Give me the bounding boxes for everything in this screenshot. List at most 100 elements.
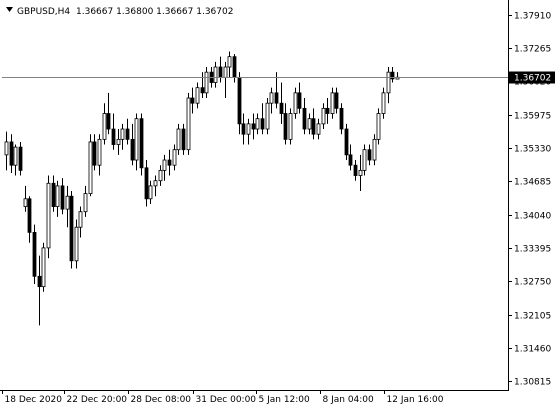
candle-body-bear	[344, 128, 349, 156]
candle-body-bull	[213, 66, 218, 83]
chart-header: GBPUSD,H4 1.36667 1.36800 1.36667 1.3670…	[6, 7, 233, 17]
candle-body-bull	[83, 193, 88, 213]
candle-body-bull	[269, 92, 274, 104]
candle	[246, 118, 251, 145]
candle-body-bear	[339, 107, 344, 130]
candle	[153, 175, 158, 197]
candle-body-bull	[246, 123, 251, 135]
price-tick-label: 1.35975	[514, 112, 551, 122]
candle	[255, 113, 260, 135]
candle-body-bull	[116, 138, 121, 145]
candle-body-bear	[9, 141, 14, 166]
candle-body-bull	[158, 169, 163, 182]
current-price-label-bg	[509, 71, 555, 84]
candle	[158, 165, 163, 186]
candle	[274, 72, 279, 109]
candle	[362, 144, 367, 176]
candle-body-bear	[367, 149, 372, 161]
candle-body-bear	[200, 87, 205, 94]
candle	[4, 131, 9, 171]
candle-body-bear	[69, 195, 74, 262]
candle-body-bear	[251, 123, 256, 130]
price-tick-label: 1.32105	[514, 312, 551, 322]
time-tick-label: 31 Dec 00:00	[196, 395, 257, 405]
time-tick-label: 5 Jan 12:00	[259, 395, 311, 405]
candle	[176, 123, 181, 155]
candle	[55, 180, 60, 217]
candle	[18, 141, 23, 176]
candle-body-bull	[204, 71, 209, 94]
candle-body-bear	[302, 107, 307, 130]
candle-body-bear	[311, 118, 316, 135]
candle-body-bull	[97, 138, 102, 166]
candle	[265, 98, 270, 135]
candle	[358, 154, 363, 192]
candle	[260, 103, 265, 135]
candle-body-bear	[279, 102, 284, 114]
candle	[78, 206, 83, 238]
candle-body-bear	[283, 113, 288, 140]
candle	[297, 82, 302, 114]
candle-body-bull	[381, 92, 386, 114]
candle-body-bear	[237, 76, 242, 125]
candle	[74, 219, 79, 269]
candle	[195, 82, 200, 109]
candle-body-bull	[288, 113, 293, 140]
candle-body-bull	[162, 159, 167, 171]
candle	[102, 103, 107, 145]
candle	[353, 160, 358, 181]
candle-body-bear	[18, 146, 23, 171]
candle-body-bear	[130, 138, 135, 161]
candle	[334, 87, 339, 114]
candle-body-bull	[88, 141, 93, 195]
candle	[111, 113, 116, 150]
candle	[302, 98, 307, 135]
candle	[125, 118, 130, 145]
candle-body-bear	[106, 113, 111, 130]
time-axis: 18 Dec 2020 22 Dec 20:00 28 Dec 08:00 31 De…	[0, 390, 509, 405]
candle	[344, 123, 349, 161]
symbol-label: GBPUSD,H4	[17, 7, 70, 17]
candle-body-bull	[46, 182, 51, 249]
candle	[190, 87, 195, 114]
candle-body-bull	[186, 97, 191, 151]
candle-body-bear	[218, 66, 223, 78]
time-tick-label: 22 Dec 20:00	[67, 395, 128, 405]
candle	[386, 67, 391, 104]
candle-body-bull	[13, 146, 18, 166]
candle	[88, 134, 93, 197]
candle-body-bull	[153, 180, 158, 187]
candle-body-bear	[274, 92, 279, 104]
candle-body-bull	[134, 118, 139, 161]
candle-body-bear	[111, 128, 116, 145]
candle-body-bear	[390, 71, 395, 80]
candle	[269, 87, 274, 114]
triangle-down-icon[interactable]	[6, 7, 13, 12]
candle-body-bull	[321, 107, 326, 125]
time-tick-label: 28 Dec 08:00	[131, 395, 192, 405]
candle	[116, 129, 121, 155]
price-tick-label: 1.37265	[514, 45, 551, 55]
candle-body-bull	[330, 92, 335, 114]
candle	[307, 113, 312, 135]
candle	[23, 185, 28, 212]
candle-body-bear	[51, 182, 56, 207]
candle	[325, 98, 330, 124]
candle-body-bear	[297, 92, 302, 109]
candle	[130, 123, 135, 166]
candle-body-bull	[4, 141, 9, 156]
candle-body-bull	[176, 128, 181, 151]
candle-body-bull	[255, 118, 260, 130]
candle	[13, 144, 18, 176]
price-tick-label: 1.35330	[514, 145, 551, 155]
candle-body-bear	[325, 107, 330, 114]
candle	[251, 113, 256, 140]
candle-body-bull	[358, 169, 363, 176]
candle-body-bear	[144, 167, 149, 200]
candle-body-bear	[27, 198, 32, 233]
candle	[167, 149, 172, 176]
candle-body-bear	[190, 97, 195, 104]
candle-body-bull	[41, 247, 46, 288]
candle	[106, 92, 111, 135]
